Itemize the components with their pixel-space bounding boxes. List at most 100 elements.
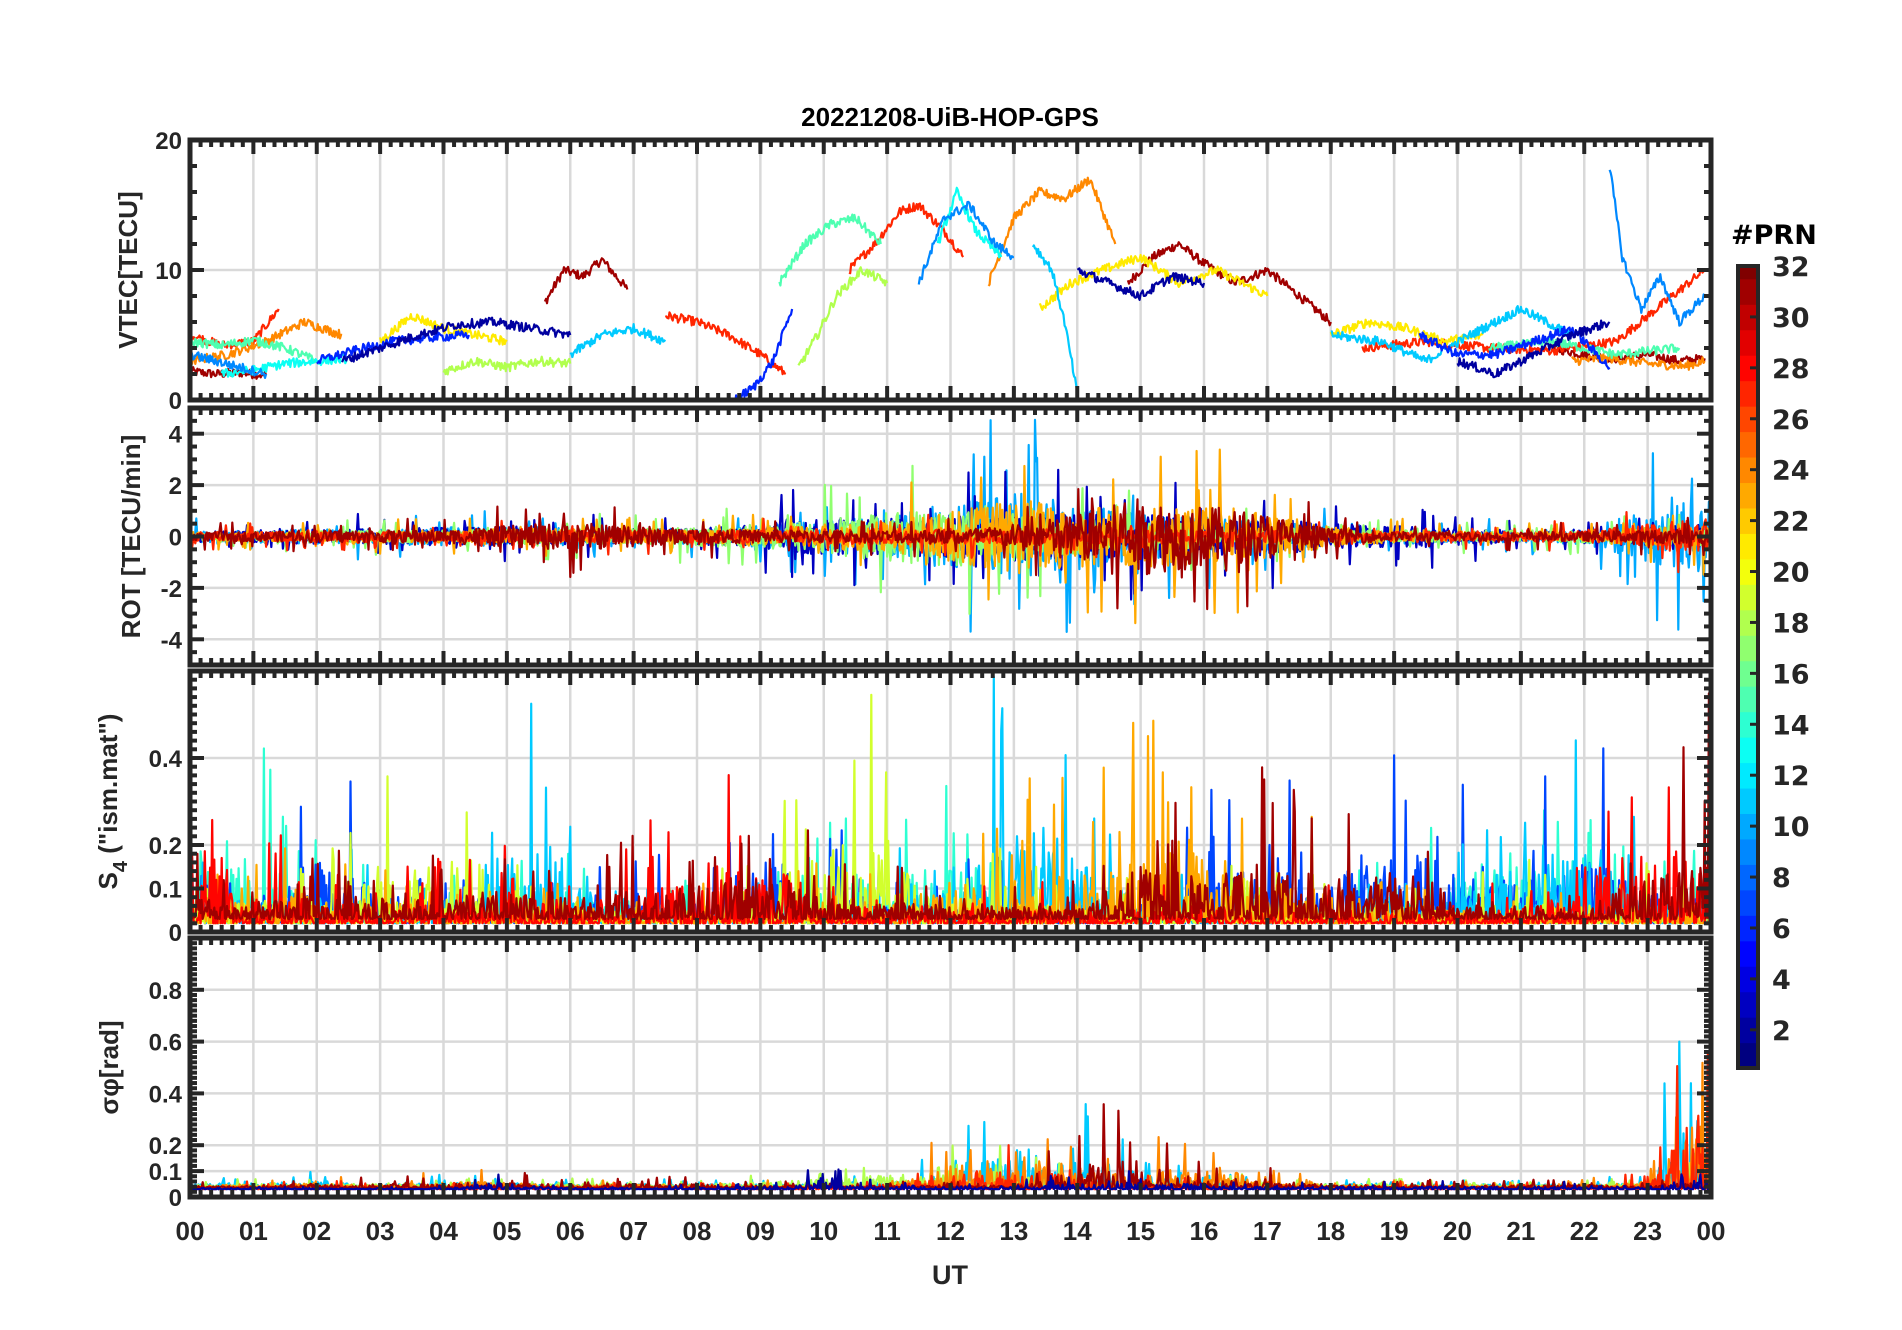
series-line-prn-24 <box>190 317 343 365</box>
colorbar-swatch <box>1738 266 1758 280</box>
y-axis-label-main: S <box>93 872 123 889</box>
x-tick-label: 16 <box>1190 1216 1219 1246</box>
colorbar-swatch <box>1738 1017 1758 1044</box>
colorbar-tick-label: 32 <box>1772 252 1810 283</box>
colorbar-swatch <box>1738 737 1758 764</box>
y-tick-label: 0.6 <box>149 1030 182 1057</box>
y-tick-label: 2 <box>169 473 182 500</box>
colorbar-swatch <box>1738 329 1758 356</box>
y-tick-label: 0 <box>169 525 182 552</box>
colorbar-swatch <box>1738 1042 1758 1069</box>
series-group <box>190 169 1706 400</box>
y-tick-label: 0.2 <box>149 1133 182 1160</box>
colorbar-swatch <box>1738 991 1758 1018</box>
colorbar-swatch <box>1738 966 1758 993</box>
x-tick-label: 15 <box>1126 1216 1155 1246</box>
series-line-prn-11 <box>569 323 667 359</box>
series-line-prn-31 <box>1126 241 1332 327</box>
x-tick-label: 05 <box>492 1216 521 1246</box>
series-line-prn-18 <box>797 266 889 366</box>
series-line-prn-11 <box>1031 244 1079 394</box>
series-line-prn-9 <box>190 349 268 379</box>
x-tick-label: 21 <box>1506 1216 1535 1246</box>
series-line-prn-31 <box>190 366 268 380</box>
series-line-prn-11 <box>1330 305 1573 364</box>
series-line-prn-6 <box>734 308 794 400</box>
y-tick-label: 10 <box>155 258 182 285</box>
y-axis-label: S4 ("ism.mat") <box>93 714 132 890</box>
y-tick-label: 0.4 <box>149 746 183 773</box>
y-tick-label: -4 <box>161 627 183 654</box>
x-tick-label: 04 <box>429 1216 458 1246</box>
x-tick-label: 13 <box>999 1216 1028 1246</box>
colorbar-swatch <box>1738 584 1758 611</box>
colorbar-swatch <box>1738 507 1758 534</box>
y-axis-label: VTEC[TECU] <box>113 191 143 348</box>
series-line-prn-21 <box>1038 253 1269 311</box>
x-tick-label: 10 <box>809 1216 838 1246</box>
x-tick-label: 00 <box>1697 1216 1726 1246</box>
colorbar-swatch <box>1738 864 1758 891</box>
x-tick-label: 17 <box>1253 1216 1282 1246</box>
series-line-prn-27 <box>848 202 965 275</box>
colorbar-tick-label: 14 <box>1772 710 1810 741</box>
series-line-prn-24 <box>987 176 1117 287</box>
y-tick-label: 0.1 <box>149 1159 182 1186</box>
x-tick-label: 18 <box>1316 1216 1345 1246</box>
colorbar-tick-label: 12 <box>1772 761 1810 792</box>
colorbar-tick-label: 26 <box>1772 405 1810 436</box>
colorbar-swatch <box>1738 635 1758 662</box>
colorbar-swatch <box>1738 380 1758 407</box>
x-tick-label: 14 <box>1063 1216 1092 1246</box>
series-line-prn-15 <box>778 213 882 287</box>
series-line-prn-6 <box>316 330 470 365</box>
colorbar-frame <box>1736 264 1760 1070</box>
colorbar-swatch <box>1738 686 1758 713</box>
series-line-prn-27 <box>664 311 787 376</box>
colorbar-tick-label: 16 <box>1772 659 1810 690</box>
colorbar-tick-label: 28 <box>1772 354 1810 385</box>
x-tick-label: 23 <box>1633 1216 1662 1246</box>
colorbar-swatch <box>1738 889 1758 916</box>
series-line-prn-15 <box>190 336 318 364</box>
series-line-prn-9 <box>1608 169 1706 327</box>
series-line-prn-31 <box>543 257 629 305</box>
colorbar-tick-label: 4 <box>1772 965 1791 996</box>
colorbar-tick-label: 22 <box>1772 507 1810 538</box>
colorbar-swatch <box>1738 787 1758 814</box>
x-tick-label: 11 <box>873 1216 901 1246</box>
x-tick-label: 06 <box>556 1216 585 1246</box>
colorbar-swatch <box>1738 533 1758 560</box>
y-tick-label: 0 <box>169 1185 182 1212</box>
y-tick-label: 4 <box>169 422 183 449</box>
series-line-prn-27 <box>1361 268 1706 356</box>
y-axis-label-rest: ("ism.mat") <box>93 714 123 861</box>
x-tick-label: 02 <box>302 1216 331 1246</box>
series-line-prn-18 <box>442 355 572 376</box>
colorbar-swatch <box>1738 838 1758 865</box>
colorbar-swatch <box>1738 915 1758 942</box>
colorbar-tick-label: 24 <box>1772 456 1810 487</box>
series-line-prn-15 <box>1488 336 1681 359</box>
x-tick-label: 00 <box>176 1216 205 1246</box>
x-tick-label: 12 <box>936 1216 965 1246</box>
x-tick-label: 03 <box>366 1216 395 1246</box>
y-tick-label: 0.1 <box>149 877 182 904</box>
colorbar-swatch <box>1738 711 1758 738</box>
x-tick-label: 22 <box>1570 1216 1599 1246</box>
y-axis-label: σφ[rad] <box>94 1020 124 1114</box>
x-tick-label: 19 <box>1380 1216 1409 1246</box>
series-line-prn-2 <box>1456 319 1611 379</box>
colorbar-swatch <box>1738 762 1758 789</box>
series-line-prn-2 <box>341 316 572 363</box>
x-axis-label: UT <box>932 1260 968 1290</box>
colorbar-tick-label: 20 <box>1772 558 1810 589</box>
colorbar-swatch <box>1738 304 1758 331</box>
y-tick-label: 20 <box>155 128 182 155</box>
series-line-prn-9 <box>917 200 1014 285</box>
colorbar-swatch <box>1738 813 1758 840</box>
colorbar-swatch <box>1738 558 1758 585</box>
